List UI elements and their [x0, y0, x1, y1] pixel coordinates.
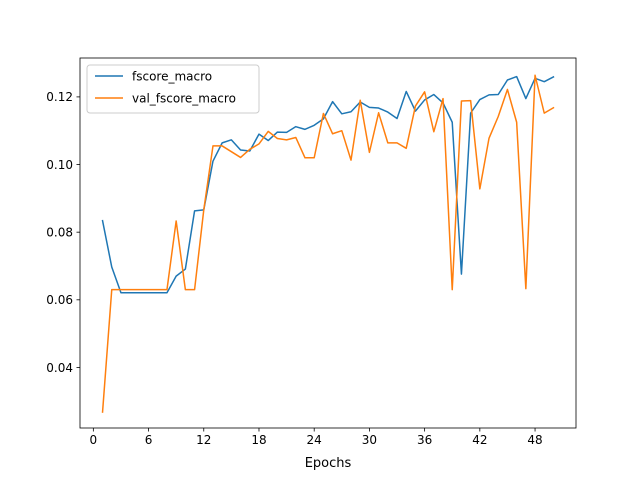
x-tick-label: 6 — [145, 433, 153, 447]
x-tick-label: 0 — [90, 433, 98, 447]
x-tick-label: 42 — [472, 433, 487, 447]
y-tick-label: 0.10 — [46, 158, 73, 172]
x-tick-label: 24 — [307, 433, 322, 447]
x-tick-label: 30 — [362, 433, 377, 447]
x-axis-label: Epochs — [305, 456, 352, 471]
x-tick-label: 48 — [527, 433, 542, 447]
legend: fscore_macro val_fscore_macro — [86, 64, 260, 114]
axes-frame — [79, 57, 577, 429]
y-tick-label: 0.06 — [46, 293, 73, 307]
series-line-val-fscore-macro — [101, 74, 555, 413]
y-tick-label: 0.12 — [46, 90, 73, 104]
legend-label-fscore-macro: fscore_macro — [132, 70, 212, 84]
x-axis-ticks: 0 6 12 18 24 30 36 42 48 — [90, 428, 543, 447]
x-tick-label: 12 — [196, 433, 211, 447]
y-axis-ticks: 0.04 0.06 0.08 0.10 0.12 — [46, 90, 80, 375]
y-tick-label: 0.08 — [46, 225, 73, 239]
x-tick-label: 36 — [417, 433, 432, 447]
legend-label-val-fscore-macro: val_fscore_macro — [132, 92, 236, 106]
series-line-fscore-macro — [101, 75, 555, 294]
legend-box — [86, 64, 260, 114]
series-lines — [101, 74, 555, 413]
y-tick-label: 0.04 — [46, 361, 73, 375]
x-tick-label: 18 — [251, 433, 266, 447]
